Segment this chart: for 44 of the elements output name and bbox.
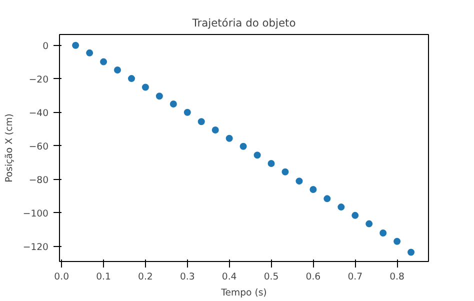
- y-tick-label: −40: [28, 108, 49, 119]
- chart-title: Trajetória do objeto: [191, 16, 296, 30]
- y-tick-label: −20: [28, 74, 49, 86]
- y-axis-title: Posição X (cm): [4, 114, 15, 182]
- x-tick-label: 0.0: [54, 272, 70, 282]
- point: [128, 75, 135, 82]
- point: [394, 238, 401, 245]
- point: [170, 100, 177, 108]
- x-axis-title: Tempo (s): [220, 288, 267, 298]
- point: [212, 126, 219, 134]
- y-tick-label: −80: [28, 174, 49, 186]
- x-tick-label: 0.4: [222, 272, 237, 282]
- point: [268, 160, 275, 167]
- point: [184, 108, 191, 116]
- point: [226, 134, 233, 142]
- x-tick-label: 0.6: [306, 272, 321, 282]
- point: [72, 42, 80, 49]
- point: [380, 230, 387, 237]
- point: [114, 66, 121, 74]
- point: [310, 186, 317, 193]
- point: [156, 92, 163, 100]
- x-tick-label: 0.8: [390, 272, 405, 282]
- point: [86, 49, 94, 56]
- point: [282, 168, 289, 176]
- x-tick-label: 0.1: [96, 272, 112, 282]
- point: [338, 204, 345, 211]
- point: [254, 152, 261, 159]
- point: [296, 178, 303, 185]
- x-tick-label: 0.3: [180, 272, 195, 282]
- x-tick-label: 0.5: [264, 272, 279, 282]
- y-tick-label: −120: [22, 242, 49, 253]
- point: [198, 118, 205, 126]
- y-tick-label: −60: [28, 141, 49, 152]
- point: [142, 84, 149, 91]
- x-tick-label: 0.7: [348, 272, 363, 282]
- point: [100, 58, 108, 66]
- point: [408, 248, 415, 256]
- y-tick-label: 0: [42, 40, 49, 52]
- point: [352, 212, 359, 219]
- x-tick-label: 0.2: [138, 272, 153, 282]
- point: [240, 142, 247, 150]
- y-tick-label: −100: [22, 208, 49, 220]
- point: [366, 220, 373, 228]
- point: [324, 195, 331, 202]
